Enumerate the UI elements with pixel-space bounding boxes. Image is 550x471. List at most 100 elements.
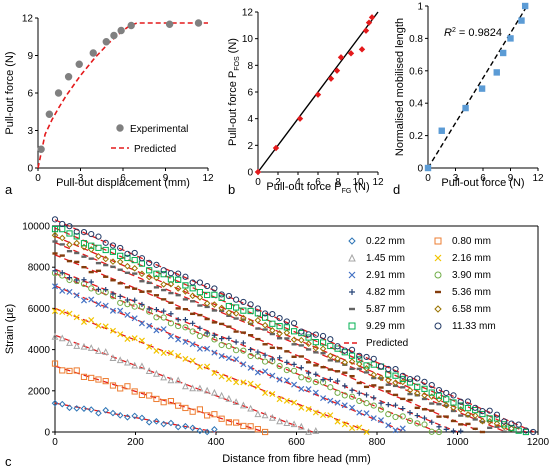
panel-a-y-label: Pull-out force (N) bbox=[4, 51, 16, 134]
panel-c-point-series-10 bbox=[95, 244, 102, 251]
panel-c-x-tick-label: 400 bbox=[208, 437, 225, 448]
panel-c-point-series-11 bbox=[298, 328, 305, 335]
panel-c-point-series-11 bbox=[341, 347, 348, 354]
panel-c-point-series-11 bbox=[370, 355, 377, 362]
panel-c-point-series-6 bbox=[356, 390, 362, 396]
panel-c-point-series-4 bbox=[356, 409, 363, 416]
panel-a-experimental-point bbox=[117, 26, 125, 35]
panel-c-point-series-9 bbox=[464, 411, 472, 418]
panel-c-point-series-1 bbox=[182, 404, 189, 412]
panel-c-point-series-3 bbox=[189, 357, 196, 364]
panel-d-data-point bbox=[462, 104, 469, 112]
panel-c-point-series-9 bbox=[232, 310, 240, 317]
panel-c-point-series-6 bbox=[204, 330, 210, 336]
panel-c-point-series-2 bbox=[131, 361, 139, 369]
panel-c-point-series-5 bbox=[414, 420, 421, 427]
panel-b-x-tick-label: 2 bbox=[275, 177, 281, 188]
panel-c-predicted-line bbox=[54, 254, 482, 433]
panel-c-point-series-10 bbox=[233, 304, 240, 311]
panel-c-point-series-10 bbox=[59, 226, 66, 233]
panel-c-point-series-4 bbox=[218, 352, 225, 360]
panel-c-point-series-3 bbox=[269, 390, 276, 398]
panel-c-point-series-9 bbox=[124, 262, 131, 270]
panel-c-point-series-4 bbox=[334, 399, 341, 406]
panel-c-point-series-6 bbox=[284, 359, 290, 365]
panel-c-point-series-10 bbox=[450, 399, 457, 406]
panel-label-c: c bbox=[5, 454, 12, 469]
panel-c-point-series-2 bbox=[196, 384, 204, 392]
panel-c-point-series-4 bbox=[320, 395, 327, 402]
panel-label-b: b bbox=[228, 182, 235, 197]
panel-c-point-series-11 bbox=[356, 352, 363, 359]
panel-c-point-series-11 bbox=[508, 420, 515, 427]
panel-c-point-series-0 bbox=[131, 412, 139, 420]
panel-d-data-point bbox=[507, 35, 514, 42]
panel-c-point-series-6 bbox=[219, 335, 225, 342]
panel-c-point-series-9 bbox=[341, 359, 349, 366]
panel-c-point-series-6 bbox=[269, 356, 275, 362]
panel-c-point-series-2 bbox=[232, 398, 240, 406]
panel-b-data-point bbox=[337, 54, 345, 61]
panel-b-data-point bbox=[365, 19, 373, 26]
panel-c-point-series-3 bbox=[305, 405, 312, 413]
panel-c-point-series-9 bbox=[406, 387, 414, 394]
panel-c-point-series-6 bbox=[233, 339, 239, 345]
panel-c-point-series-5 bbox=[392, 413, 399, 421]
panel-c-point-series-9 bbox=[116, 258, 124, 266]
panel-c-point-series-3 bbox=[73, 314, 80, 321]
panel-b-x-tick-label: 6 bbox=[315, 177, 321, 188]
panel-c-point-series-3 bbox=[262, 389, 269, 397]
panel-c-point-series-11 bbox=[102, 239, 109, 246]
panel-b-y-tick-label: 6 bbox=[247, 88, 253, 99]
panel-c-point-series-10 bbox=[102, 246, 109, 254]
panel-c-legend-marker bbox=[434, 305, 442, 313]
panel-c-y-tick-label: 4000 bbox=[28, 345, 51, 356]
panel-c-point-series-3 bbox=[167, 349, 174, 356]
panel-c-point-series-11 bbox=[312, 331, 319, 338]
panel-c-point-series-4 bbox=[182, 338, 189, 345]
panel-c-point-series-0 bbox=[160, 420, 167, 428]
panel-c-point-series-9 bbox=[355, 360, 363, 368]
panel-c-point-series-6 bbox=[240, 340, 246, 346]
panel-c-x-tick-label: 600 bbox=[288, 437, 305, 448]
panel-c-point-series-5 bbox=[88, 285, 95, 292]
panel-d-data-point bbox=[521, 2, 529, 10]
panel-c-point-series-10 bbox=[240, 307, 247, 314]
panel-c-point-series-10 bbox=[319, 339, 327, 346]
panel-c-legend-marker bbox=[348, 322, 356, 330]
panel-c-point-series-5 bbox=[356, 397, 363, 405]
panel-c-point-series-6 bbox=[327, 376, 333, 383]
panel-c-point-series-11 bbox=[204, 282, 211, 290]
panel-c-point-series-9 bbox=[377, 374, 385, 382]
panel-c-point-series-6 bbox=[110, 291, 116, 297]
panel-c-point-series-11 bbox=[131, 249, 138, 257]
panel-c-point-series-11 bbox=[486, 407, 493, 414]
panel-c-point-series-6 bbox=[443, 426, 449, 432]
panel-c-point-series-4 bbox=[211, 349, 218, 356]
panel-d-y-tick-label: 0.8 bbox=[409, 34, 423, 45]
panel-c-point-series-11 bbox=[392, 365, 399, 373]
panel-c-point-series-3 bbox=[211, 369, 218, 376]
panel-c-y-tick-label: 8000 bbox=[28, 263, 51, 274]
panel-c-point-series-5 bbox=[421, 421, 428, 428]
panel-c: 0 200 400 600 800 1000 1200 0 2000 4000 6000 8000 10… bbox=[4, 216, 550, 465]
panel-c-point-series-10 bbox=[414, 383, 421, 390]
panel-c-point-series-10 bbox=[131, 256, 138, 264]
panel-c-point-series-1 bbox=[109, 382, 117, 389]
panel-c-point-series-0 bbox=[66, 404, 73, 412]
panel-d-x-tick-label: 0 bbox=[425, 173, 431, 184]
panel-c-x-tick-label: 200 bbox=[127, 437, 144, 448]
panel-c-point-series-9 bbox=[327, 352, 334, 360]
panel-c-point-series-4 bbox=[59, 287, 66, 294]
panel-a-experimental-point bbox=[110, 31, 118, 40]
panel-c-point-series-9 bbox=[58, 234, 66, 242]
panel-c-point-series-4 bbox=[378, 417, 385, 424]
panel-c-point-series-10 bbox=[276, 323, 283, 330]
panel-c-point-series-11 bbox=[196, 279, 203, 286]
panel-c-point-series-3 bbox=[196, 363, 203, 370]
panel-c-point-series-9 bbox=[500, 423, 508, 431]
panel-c-point-series-6 bbox=[429, 419, 435, 425]
panel-c-x-label: Distance from fibre head (mm) bbox=[222, 453, 371, 465]
panel-c-point-series-10 bbox=[290, 328, 298, 335]
panel-c-point-series-10 bbox=[334, 345, 341, 352]
